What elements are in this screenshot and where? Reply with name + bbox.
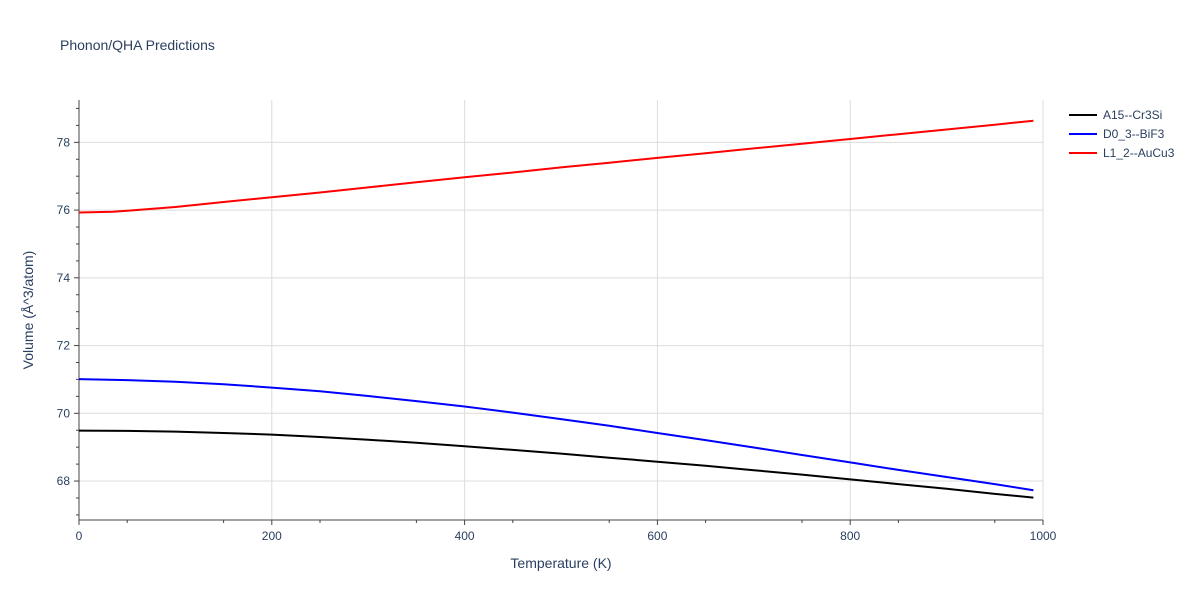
plot-area: [78, 119, 1034, 499]
legend-label: L1_2--AuCu3: [1103, 146, 1175, 160]
y-axis-title: Volume (Å^3/atom): [20, 251, 36, 370]
y-tick-label: 74: [57, 271, 71, 285]
chart-title: Phonon/QHA Predictions: [60, 37, 215, 53]
y-tick-label: 70: [57, 406, 71, 420]
x-tick-label: 600: [647, 529, 667, 543]
series-line-2[interactable]: [78, 119, 1034, 214]
x-tick-label: 0: [76, 529, 83, 543]
legend-item[interactable]: A15--Cr3Si: [1069, 108, 1162, 122]
series-line-1[interactable]: [78, 378, 1034, 492]
grid: [79, 100, 1044, 520]
legend-item[interactable]: D0_3--BiF3: [1069, 127, 1165, 141]
x-axis-title: Temperature (K): [510, 555, 611, 571]
x-tick-label: 400: [455, 529, 475, 543]
ticks: 0 200 400 600 800 1000 68 70 72 74 76 78: [57, 107, 1057, 543]
y-tick-label: 78: [57, 135, 71, 149]
axes: [78, 100, 1043, 521]
x-tick-label: 800: [840, 529, 860, 543]
series-line-0[interactable]: [78, 429, 1034, 499]
legend[interactable]: A15--Cr3Si D0_3--BiF3 L1_2--AuCu3: [1069, 108, 1175, 160]
y-tick-label: 68: [57, 474, 71, 488]
y-tick-label: 76: [57, 203, 71, 217]
x-tick-label: 200: [262, 529, 282, 543]
y-tick-label: 72: [57, 339, 71, 353]
legend-item[interactable]: L1_2--AuCu3: [1069, 146, 1175, 160]
x-tick-label: 1000: [1030, 529, 1057, 543]
legend-label: D0_3--BiF3: [1103, 127, 1165, 141]
legend-label: A15--Cr3Si: [1103, 108, 1162, 122]
